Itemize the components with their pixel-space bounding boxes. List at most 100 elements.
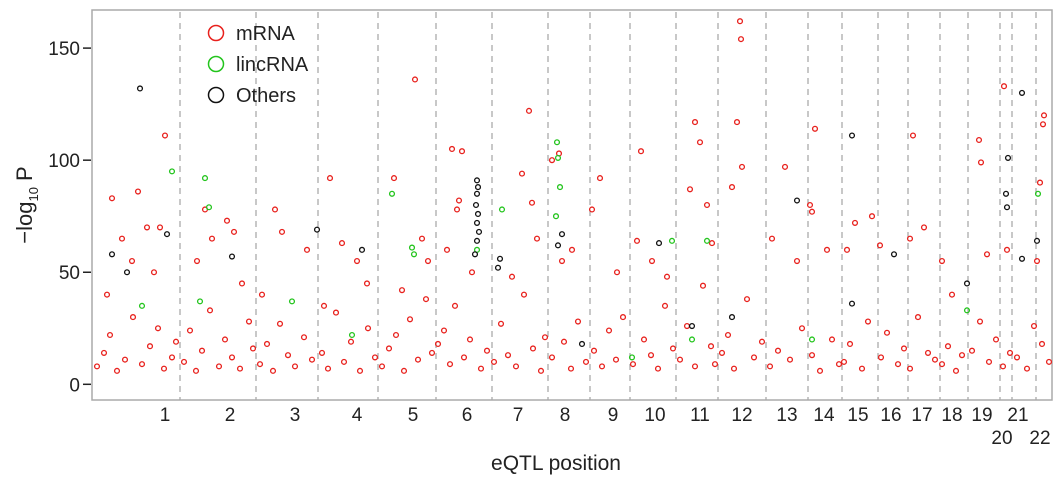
data-point: [390, 175, 398, 182]
data-point: [308, 356, 316, 363]
data-point: [348, 331, 356, 339]
data-point: [303, 246, 311, 253]
data-point: [113, 367, 121, 374]
data-point: [475, 228, 483, 235]
data-point: [938, 361, 946, 368]
plot-frame: [91, 9, 1053, 401]
data-point: [424, 257, 432, 265]
data-point: [582, 358, 590, 365]
data-point: [707, 343, 715, 350]
data-point: [230, 228, 238, 235]
data-point: [180, 358, 188, 365]
data-point: [451, 302, 459, 309]
data-point: [385, 345, 393, 352]
data-point: [201, 175, 209, 182]
data-point: [103, 291, 111, 298]
data-point: [699, 282, 707, 289]
data-point: [730, 365, 738, 372]
data-point: [637, 148, 645, 155]
data-point: [186, 327, 194, 334]
data-point: [483, 347, 491, 354]
data-point: [554, 154, 562, 161]
data-point: [648, 257, 656, 265]
data-point: [278, 228, 286, 235]
data-point: [338, 240, 346, 247]
data-point: [537, 367, 545, 374]
y-tick-label: 0: [69, 375, 80, 396]
data-point: [528, 199, 536, 206]
data-point: [347, 338, 355, 345]
data-point: [1004, 154, 1012, 161]
data-point: [291, 363, 299, 370]
data-point: [1045, 358, 1053, 365]
data-point: [100, 349, 108, 356]
data-point: [768, 235, 776, 242]
data-point: [455, 197, 463, 204]
data-point: [477, 365, 485, 372]
data-point: [793, 197, 801, 204]
data-point: [552, 213, 560, 220]
data-point: [1018, 89, 1026, 96]
x-tick-label: 3: [290, 405, 301, 426]
data-point: [806, 201, 814, 209]
data-point: [983, 251, 991, 258]
data-point: [724, 331, 732, 339]
data-point: [691, 119, 699, 126]
data-point: [938, 257, 946, 265]
data-point: [661, 302, 669, 309]
data-point: [663, 273, 671, 280]
data-point: [324, 365, 332, 372]
data-point: [786, 356, 794, 363]
data-point: [864, 318, 872, 325]
data-point: [906, 235, 914, 242]
data-point: [466, 336, 474, 343]
x-tick-label: 12: [731, 405, 752, 426]
data-point: [474, 210, 482, 218]
data-point: [976, 318, 984, 325]
data-point: [496, 255, 504, 262]
data-point: [326, 175, 334, 182]
data-point: [408, 244, 416, 251]
data-point: [406, 316, 414, 323]
data-point: [512, 363, 520, 370]
y-tick-label: 150: [48, 39, 80, 60]
data-point: [1034, 190, 1042, 197]
data-point: [728, 184, 736, 191]
data-point: [160, 365, 168, 372]
data-point: [1006, 349, 1014, 356]
data-point: [138, 302, 146, 309]
data-point: [163, 231, 171, 238]
x-tick-label: 21: [1007, 405, 1028, 426]
y-label-subscript: 10: [26, 187, 41, 201]
x-tick-label: 1: [160, 405, 171, 426]
data-point: [999, 363, 1007, 370]
data-point: [458, 148, 466, 155]
data-point: [134, 188, 142, 195]
data-point: [358, 246, 366, 253]
data-point: [206, 307, 214, 314]
data-point: [473, 177, 481, 184]
data-point: [736, 18, 744, 25]
data-point: [1018, 255, 1026, 262]
data-point: [688, 322, 696, 330]
data-point: [655, 240, 663, 247]
data-point: [258, 291, 266, 298]
data-point: [840, 358, 848, 365]
y-tick-label: 50: [59, 263, 80, 284]
data-point: [474, 184, 482, 191]
x-tick-label: 10: [644, 405, 665, 426]
data-point: [858, 365, 866, 372]
data-point: [944, 343, 952, 350]
data-point: [136, 85, 144, 92]
data-point: [691, 363, 699, 370]
data-point: [708, 240, 716, 247]
data-point: [398, 287, 406, 294]
data-point: [1038, 340, 1046, 348]
data-point: [703, 237, 711, 244]
data-point: [238, 280, 246, 287]
data-point: [196, 298, 204, 305]
data-point: [313, 226, 321, 233]
data-point: [985, 358, 993, 365]
data-point: [497, 320, 505, 327]
x-tick-label: 7: [513, 405, 524, 426]
